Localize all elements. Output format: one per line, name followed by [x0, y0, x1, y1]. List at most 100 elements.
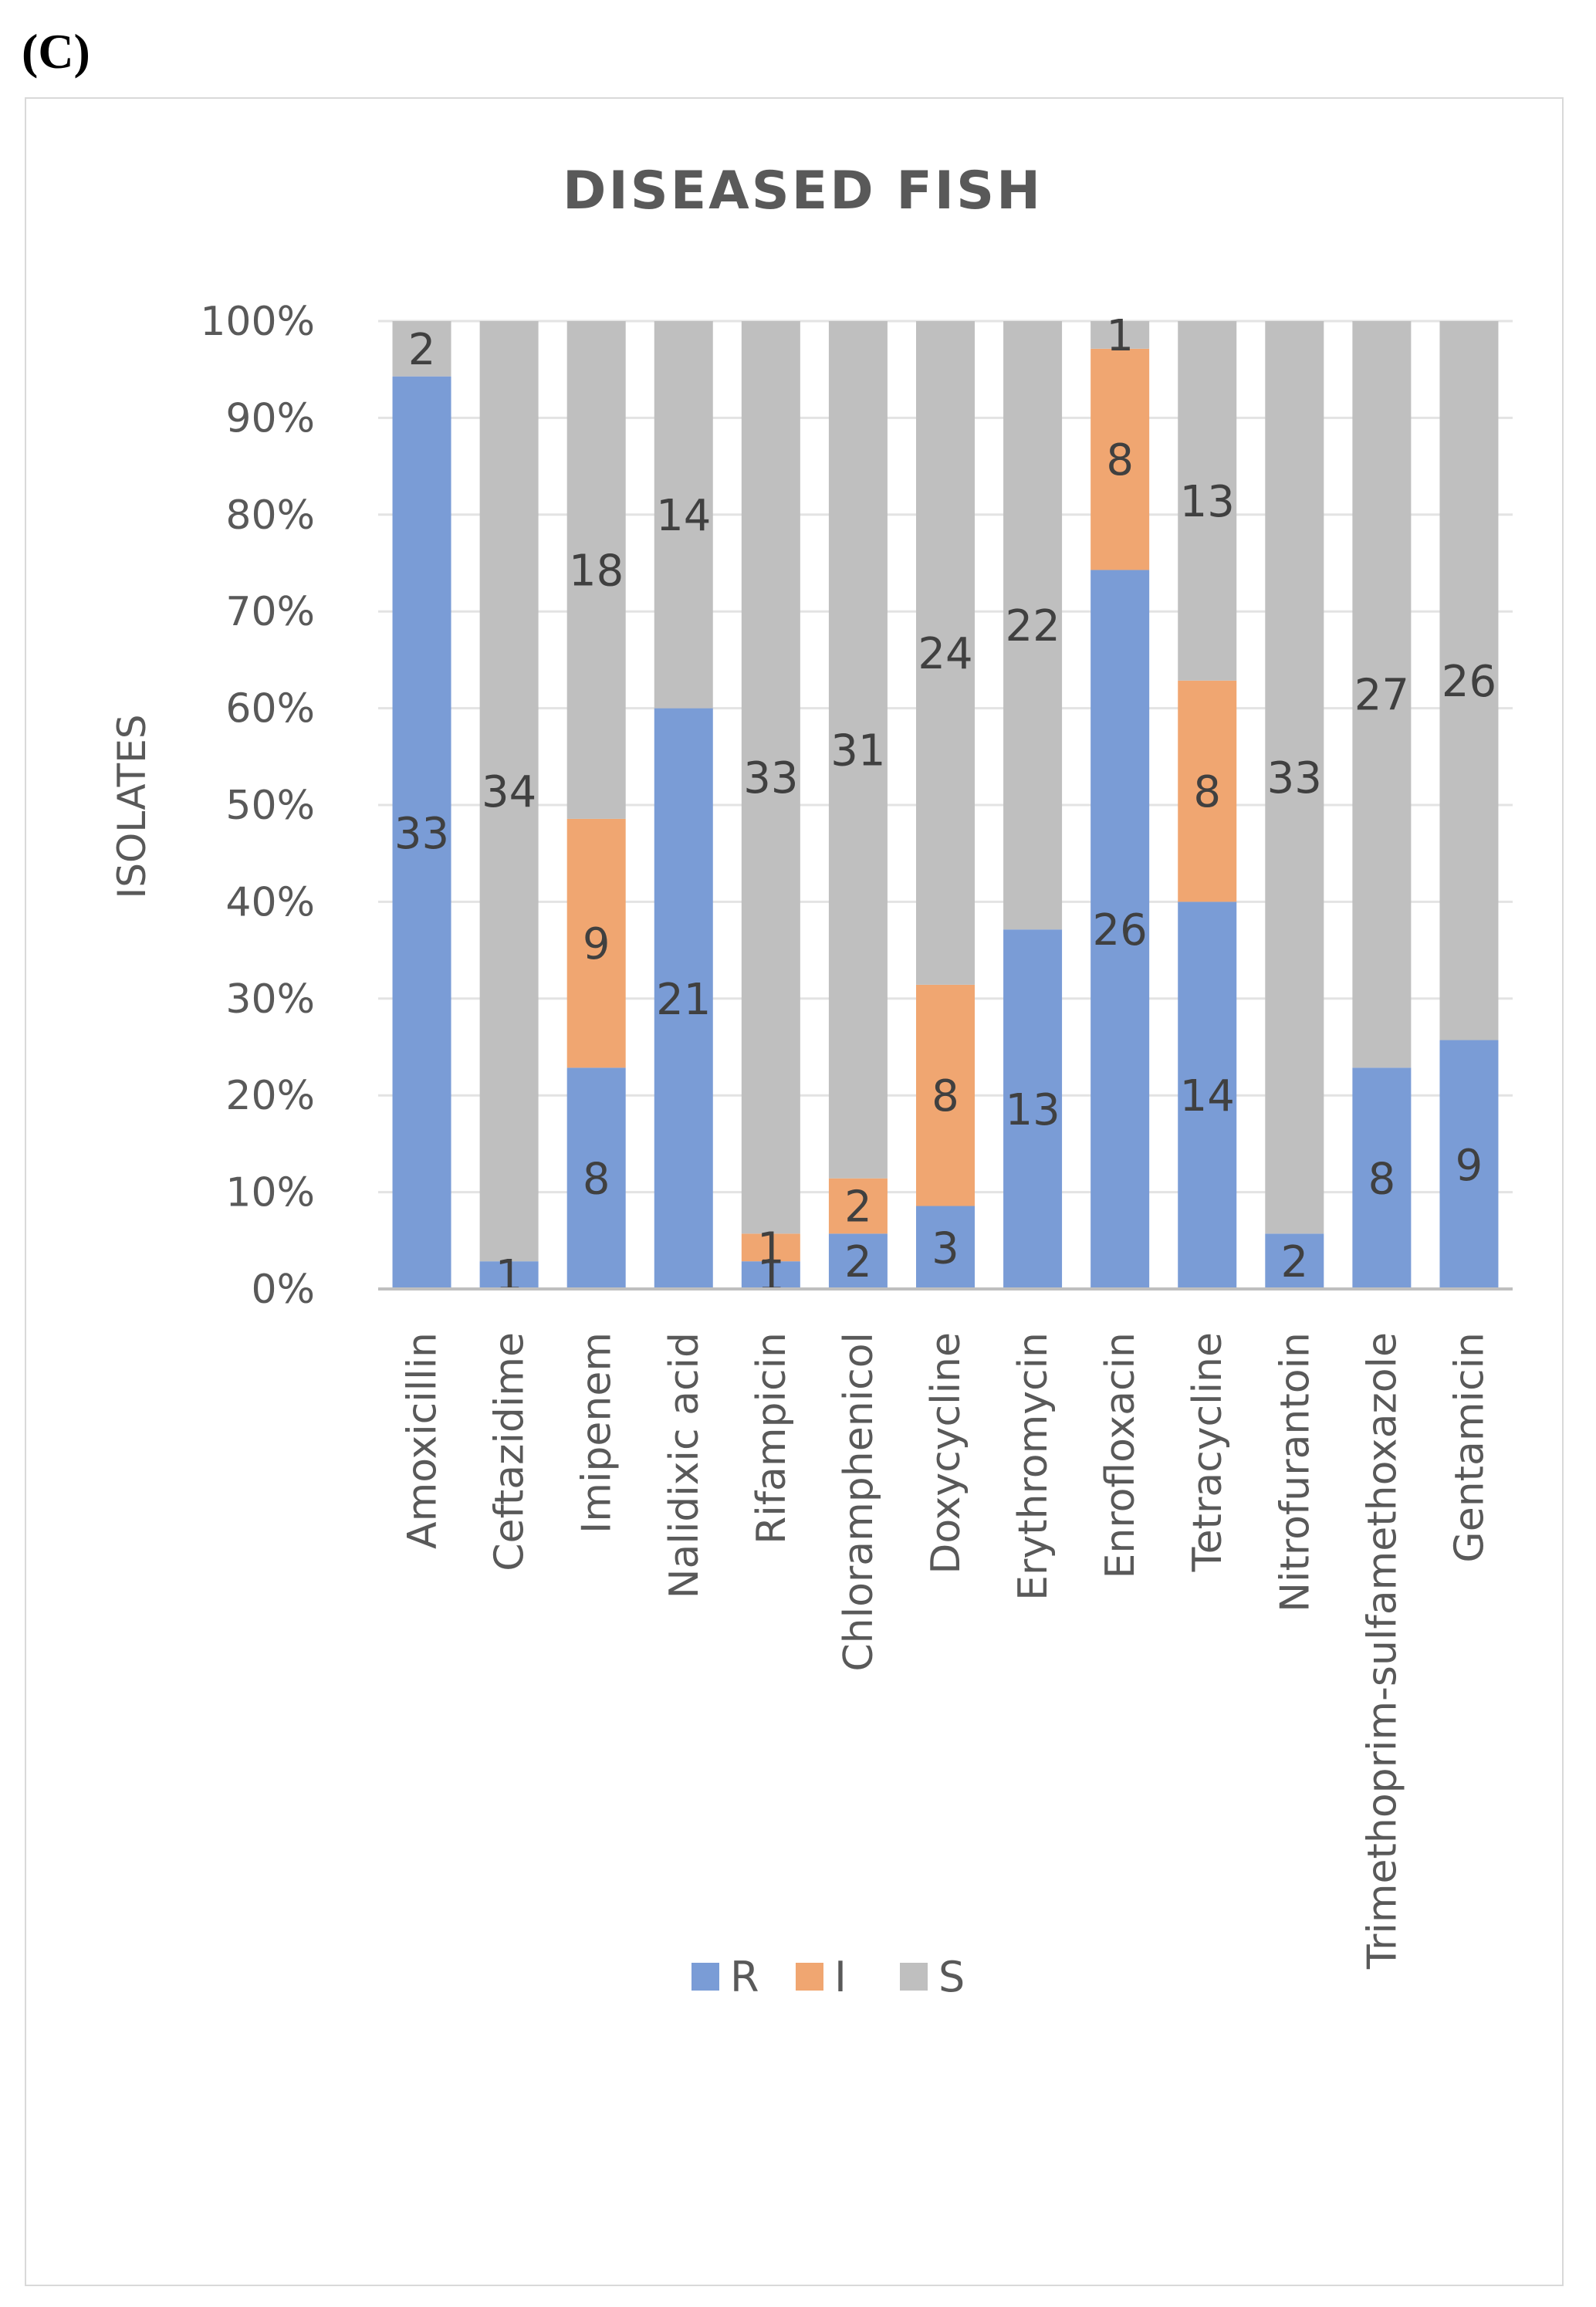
bar-s	[1439, 321, 1499, 1040]
data-labels: 3321348918211411332231382413222681148132…	[394, 311, 1496, 1301]
y-tick-label: 0%	[252, 1267, 316, 1313]
x-tick-label: Nalidixic acid	[661, 1332, 708, 1598]
data-label: 8	[1368, 1155, 1396, 1205]
data-label: 8	[1193, 767, 1221, 817]
bar-s	[1265, 321, 1324, 1234]
data-label: 31	[830, 726, 885, 776]
bar-r	[1178, 901, 1237, 1289]
bar-s	[1178, 321, 1237, 681]
y-tick-label: 90%	[225, 395, 315, 441]
x-tick-label: Doxycycline	[923, 1332, 969, 1575]
data-label: 24	[918, 629, 972, 679]
bar-s	[1003, 321, 1063, 930]
bar-s	[741, 321, 800, 1234]
bar-s	[654, 321, 713, 709]
data-label: 33	[743, 753, 798, 803]
data-label: 14	[656, 491, 711, 541]
data-label: 8	[583, 1155, 610, 1205]
x-tick-label: Chloramphenicol	[836, 1332, 882, 1672]
y-tick-label: 60%	[225, 686, 315, 732]
data-label: 18	[569, 546, 624, 596]
data-label: 8	[1106, 435, 1134, 485]
legend-swatch-r	[691, 1963, 719, 1991]
bar-s	[392, 321, 451, 377]
data-label: 9	[583, 919, 610, 969]
data-label: 13	[1180, 477, 1235, 527]
y-tick-label: 20%	[225, 1073, 315, 1119]
bar-r	[1265, 1233, 1324, 1289]
data-label: 33	[1267, 753, 1322, 803]
x-axis-ticks: Amoxicillin Ceftazidime Imipenem Nalidixic …	[400, 1332, 1493, 1970]
bar-s	[479, 321, 539, 1262]
bar-r	[828, 1233, 888, 1289]
bars	[392, 321, 1499, 1290]
x-tick-label: Tetracycline	[1185, 1332, 1231, 1572]
bar-r	[741, 1261, 800, 1289]
data-label: 2	[844, 1237, 872, 1287]
bar-r	[392, 376, 451, 1290]
bar-r	[654, 708, 713, 1289]
x-tick-label: Enrofloxacin	[1097, 1332, 1144, 1578]
y-tick-label: 80%	[225, 492, 315, 539]
legend-swatch-i	[796, 1963, 823, 1991]
y-axis-ticks: 0% 10% 20% 30% 40% 50% 60% 70% 80% 90% 100%	[200, 299, 315, 1313]
bar-i	[1090, 348, 1150, 570]
x-tick-label: Imipenem	[574, 1332, 620, 1534]
legend-swatch-s	[900, 1963, 928, 1991]
x-tick-label: Ceftazidime	[487, 1332, 533, 1571]
y-tick-label: 100%	[200, 299, 315, 345]
bar-r	[916, 1206, 975, 1289]
data-label: 9	[1456, 1141, 1483, 1191]
y-axis-label: ISOLATES	[110, 714, 154, 898]
panel-label: (C)	[22, 24, 90, 79]
y-tick-label: 40%	[225, 879, 315, 925]
data-label: 2	[844, 1182, 872, 1233]
data-label: 34	[482, 767, 536, 817]
bar-i	[741, 1233, 800, 1262]
data-label: 33	[394, 809, 449, 859]
x-tick-label: Amoxicillin	[400, 1332, 446, 1549]
data-label: 1	[757, 1223, 785, 1274]
bar-s	[916, 321, 975, 985]
y-tick-label: 70%	[225, 589, 315, 635]
y-tick-label: 10%	[225, 1170, 315, 1216]
x-tick-label: Gentamicin	[1446, 1332, 1493, 1563]
data-label: 26	[1442, 657, 1496, 707]
data-label: 2	[408, 325, 436, 375]
bar-r	[1439, 1040, 1499, 1289]
x-tick-label: Trimethoprim-sulfamethoxazole	[1359, 1332, 1405, 1970]
bar-s	[1352, 321, 1412, 1068]
bar-r	[479, 1261, 539, 1289]
data-label: 2	[1280, 1237, 1308, 1287]
bar-s	[566, 321, 626, 819]
legend-label: R	[730, 1953, 759, 2001]
data-label: 21	[656, 975, 711, 1025]
bar-r	[1352, 1067, 1412, 1289]
x-tick-label: Erythromycin	[1010, 1332, 1057, 1601]
x-tick-label: Rifampicin	[749, 1332, 795, 1544]
bar-i	[566, 818, 626, 1068]
bar-i	[916, 984, 975, 1206]
x-tick-label: Nitrofurantoin	[1272, 1332, 1318, 1612]
chart-area	[25, 97, 1564, 2286]
data-label: 1	[495, 1251, 523, 1301]
data-label: 27	[1354, 671, 1409, 721]
y-tick-label: 50%	[225, 783, 315, 829]
data-label: 3	[932, 1223, 959, 1274]
bar-r	[1090, 570, 1150, 1289]
data-label: 26	[1093, 905, 1148, 956]
y-tick-label: 30%	[225, 976, 315, 1023]
bar-r	[566, 1067, 626, 1289]
bar-s	[828, 321, 888, 1179]
data-label: 8	[932, 1071, 959, 1121]
data-label: 22	[1005, 601, 1060, 651]
legend-label: S	[938, 1953, 965, 2001]
bar-i	[828, 1178, 888, 1234]
data-label: 1	[1106, 311, 1134, 361]
chart-title: DISEASED FISH	[563, 161, 1043, 222]
data-label: 14	[1180, 1071, 1235, 1121]
bar-s	[1090, 321, 1150, 349]
bar-i	[1178, 680, 1237, 902]
data-label: 1	[757, 1251, 785, 1301]
